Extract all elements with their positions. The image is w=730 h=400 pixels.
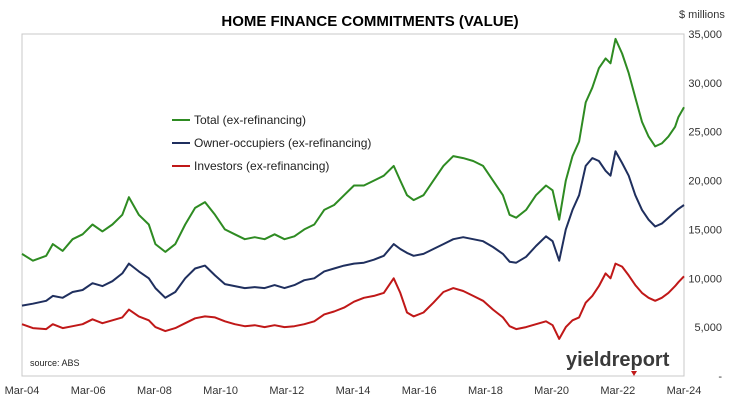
y-tick-label: 5,000 xyxy=(694,322,722,334)
x-axis: Mar-04 Mar-06 Mar-08 Mar-10 Mar-12 Mar-14 Mar-… xyxy=(5,385,702,397)
y-tick-label: 20,000 xyxy=(688,176,722,188)
logo-part-2: report xyxy=(612,349,670,371)
y-tick-label: 35,000 xyxy=(688,29,722,41)
series-line-total xyxy=(21,37,685,262)
legend-label-owner-occupiers: Owner-occupiers (ex-refinancing) xyxy=(194,136,371,150)
series-line-owner-occupiers xyxy=(21,150,685,307)
y-tick-label: 15,000 xyxy=(688,224,722,236)
y-tick-label: 30,000 xyxy=(688,78,722,90)
yieldreport-logo: yieldreport xyxy=(566,349,670,376)
logo-triangle-icon xyxy=(631,371,637,376)
y-axis: - 5,000 10,000 15,000 20,000 25,000 30,000 35,0… xyxy=(688,29,722,383)
x-tick-label: Mar-14 xyxy=(336,385,371,397)
svg-text:yieldreport: yieldreport xyxy=(566,349,670,371)
y-tick-label: 25,000 xyxy=(688,127,722,139)
legend-label-total: Total (ex-refinancing) xyxy=(194,113,306,127)
y-unit-label: $ millions xyxy=(679,9,725,21)
chart-title: HOME FINANCE COMMITMENTS (VALUE) xyxy=(221,13,518,30)
x-tick-label: Mar-10 xyxy=(203,385,238,397)
x-tick-label: Mar-16 xyxy=(402,385,437,397)
legend: Total (ex-refinancing) Owner-occupiers (… xyxy=(172,113,371,173)
series-layer xyxy=(21,37,685,340)
x-tick-label: Mar-04 xyxy=(5,385,40,397)
x-tick-label: Mar-18 xyxy=(468,385,503,397)
x-tick-label: Mar-22 xyxy=(600,385,635,397)
logo-part-1: yield xyxy=(566,349,612,371)
series-line-investors xyxy=(21,262,685,340)
y-tick-label: - xyxy=(718,371,722,383)
x-tick-label: Mar-20 xyxy=(534,385,569,397)
y-tick-label: 10,000 xyxy=(688,273,722,285)
x-tick-label: Mar-06 xyxy=(71,385,106,397)
x-tick-label: Mar-12 xyxy=(269,385,304,397)
source-note: source: ABS xyxy=(30,358,80,368)
legend-label-investors: Investors (ex-refinancing) xyxy=(194,159,329,173)
x-tick-label: Mar-08 xyxy=(137,385,172,397)
x-tick-label: Mar-24 xyxy=(667,385,702,397)
